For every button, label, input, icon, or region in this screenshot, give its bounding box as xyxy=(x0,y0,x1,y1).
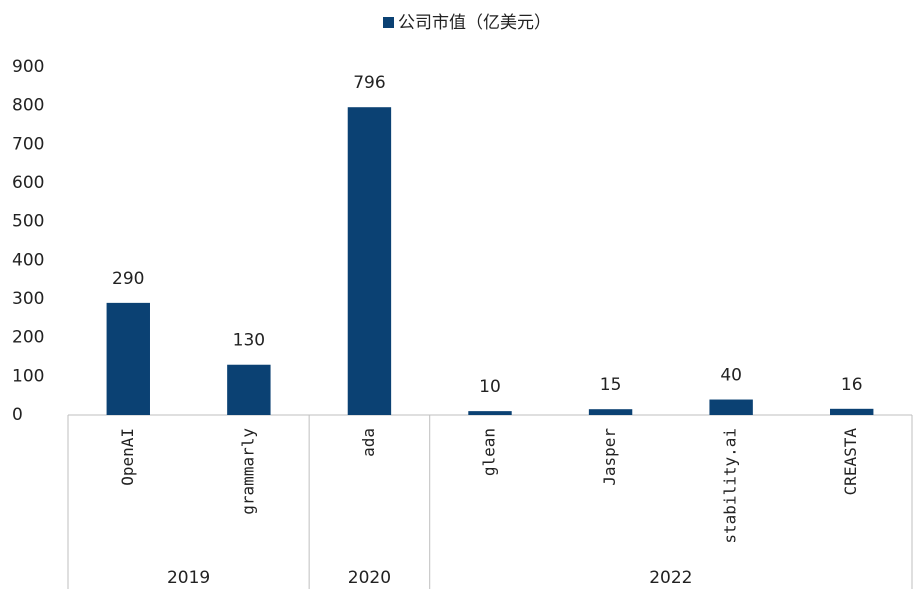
bar xyxy=(347,107,392,416)
bar xyxy=(588,409,633,415)
y-tick-label: 900 xyxy=(12,57,44,77)
x-tick-label: CREASTA xyxy=(841,428,860,496)
data-label: 290 xyxy=(112,269,144,289)
x-tick-label: stability.ai xyxy=(721,428,740,544)
y-tick-label: 500 xyxy=(12,212,44,232)
group-label: 2020 xyxy=(348,568,391,588)
y-tick-label: 600 xyxy=(12,173,44,193)
data-label: 40 xyxy=(720,366,742,386)
y-tick-label: 400 xyxy=(12,250,44,270)
data-label: 15 xyxy=(600,375,622,395)
group-label: 2019 xyxy=(167,568,210,588)
bar xyxy=(227,364,271,415)
y-tick-label: 100 xyxy=(12,366,44,386)
y-tick-label: 300 xyxy=(12,289,44,309)
data-label: 10 xyxy=(479,377,501,397)
x-tick-label: glean xyxy=(480,428,499,476)
data-label: 16 xyxy=(841,375,863,395)
y-tick-label: 800 xyxy=(12,96,44,116)
data-label: 796 xyxy=(353,73,385,93)
y-tick-label: 0 xyxy=(12,405,23,425)
x-tick-label: grammarly xyxy=(238,428,257,515)
y-tick-label: 200 xyxy=(12,328,44,348)
x-tick-label: Jasper xyxy=(600,428,619,486)
bar xyxy=(830,408,874,415)
bar xyxy=(468,411,512,415)
legend-label: 公司市值（亿美元） xyxy=(398,13,551,33)
x-tick-label: OpenAI xyxy=(118,428,137,486)
legend-swatch xyxy=(383,17,394,28)
y-tick-label: 700 xyxy=(12,134,44,154)
bar xyxy=(106,302,150,415)
data-label: 130 xyxy=(233,331,265,351)
x-tick-label: ada xyxy=(359,428,378,457)
group-label: 2022 xyxy=(649,568,692,588)
bar xyxy=(709,399,753,415)
